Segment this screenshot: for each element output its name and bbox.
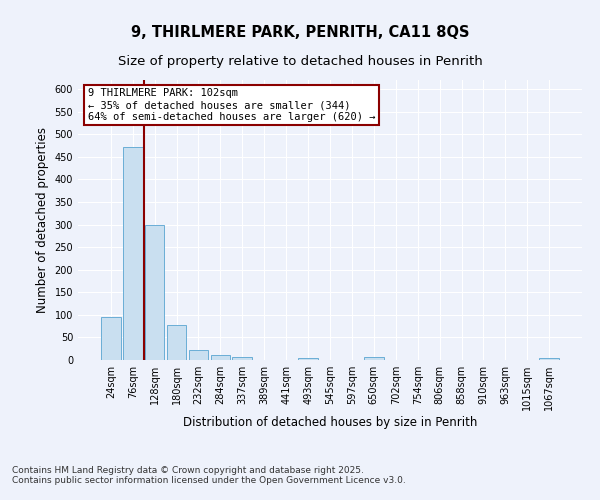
Bar	[364, 357, 384, 360]
Bar	[188, 350, 208, 360]
Text: Contains HM Land Registry data © Crown copyright and database right 2025.
Contai: Contains HM Land Registry data © Crown c…	[12, 466, 406, 485]
Bar	[123, 147, 143, 360]
Bar	[211, 356, 230, 360]
Bar	[101, 317, 121, 360]
Bar	[539, 358, 559, 360]
Bar	[298, 358, 318, 360]
Text: 9, THIRLMERE PARK, PENRITH, CA11 8QS: 9, THIRLMERE PARK, PENRITH, CA11 8QS	[131, 25, 469, 40]
Text: Size of property relative to detached houses in Penrith: Size of property relative to detached ho…	[118, 55, 482, 68]
Bar	[167, 325, 187, 360]
Bar	[145, 224, 164, 360]
Bar	[232, 357, 252, 360]
Text: 9 THIRLMERE PARK: 102sqm
← 35% of detached houses are smaller (344)
64% of semi-: 9 THIRLMERE PARK: 102sqm ← 35% of detach…	[88, 88, 376, 122]
Y-axis label: Number of detached properties: Number of detached properties	[36, 127, 49, 313]
X-axis label: Distribution of detached houses by size in Penrith: Distribution of detached houses by size …	[183, 416, 477, 429]
